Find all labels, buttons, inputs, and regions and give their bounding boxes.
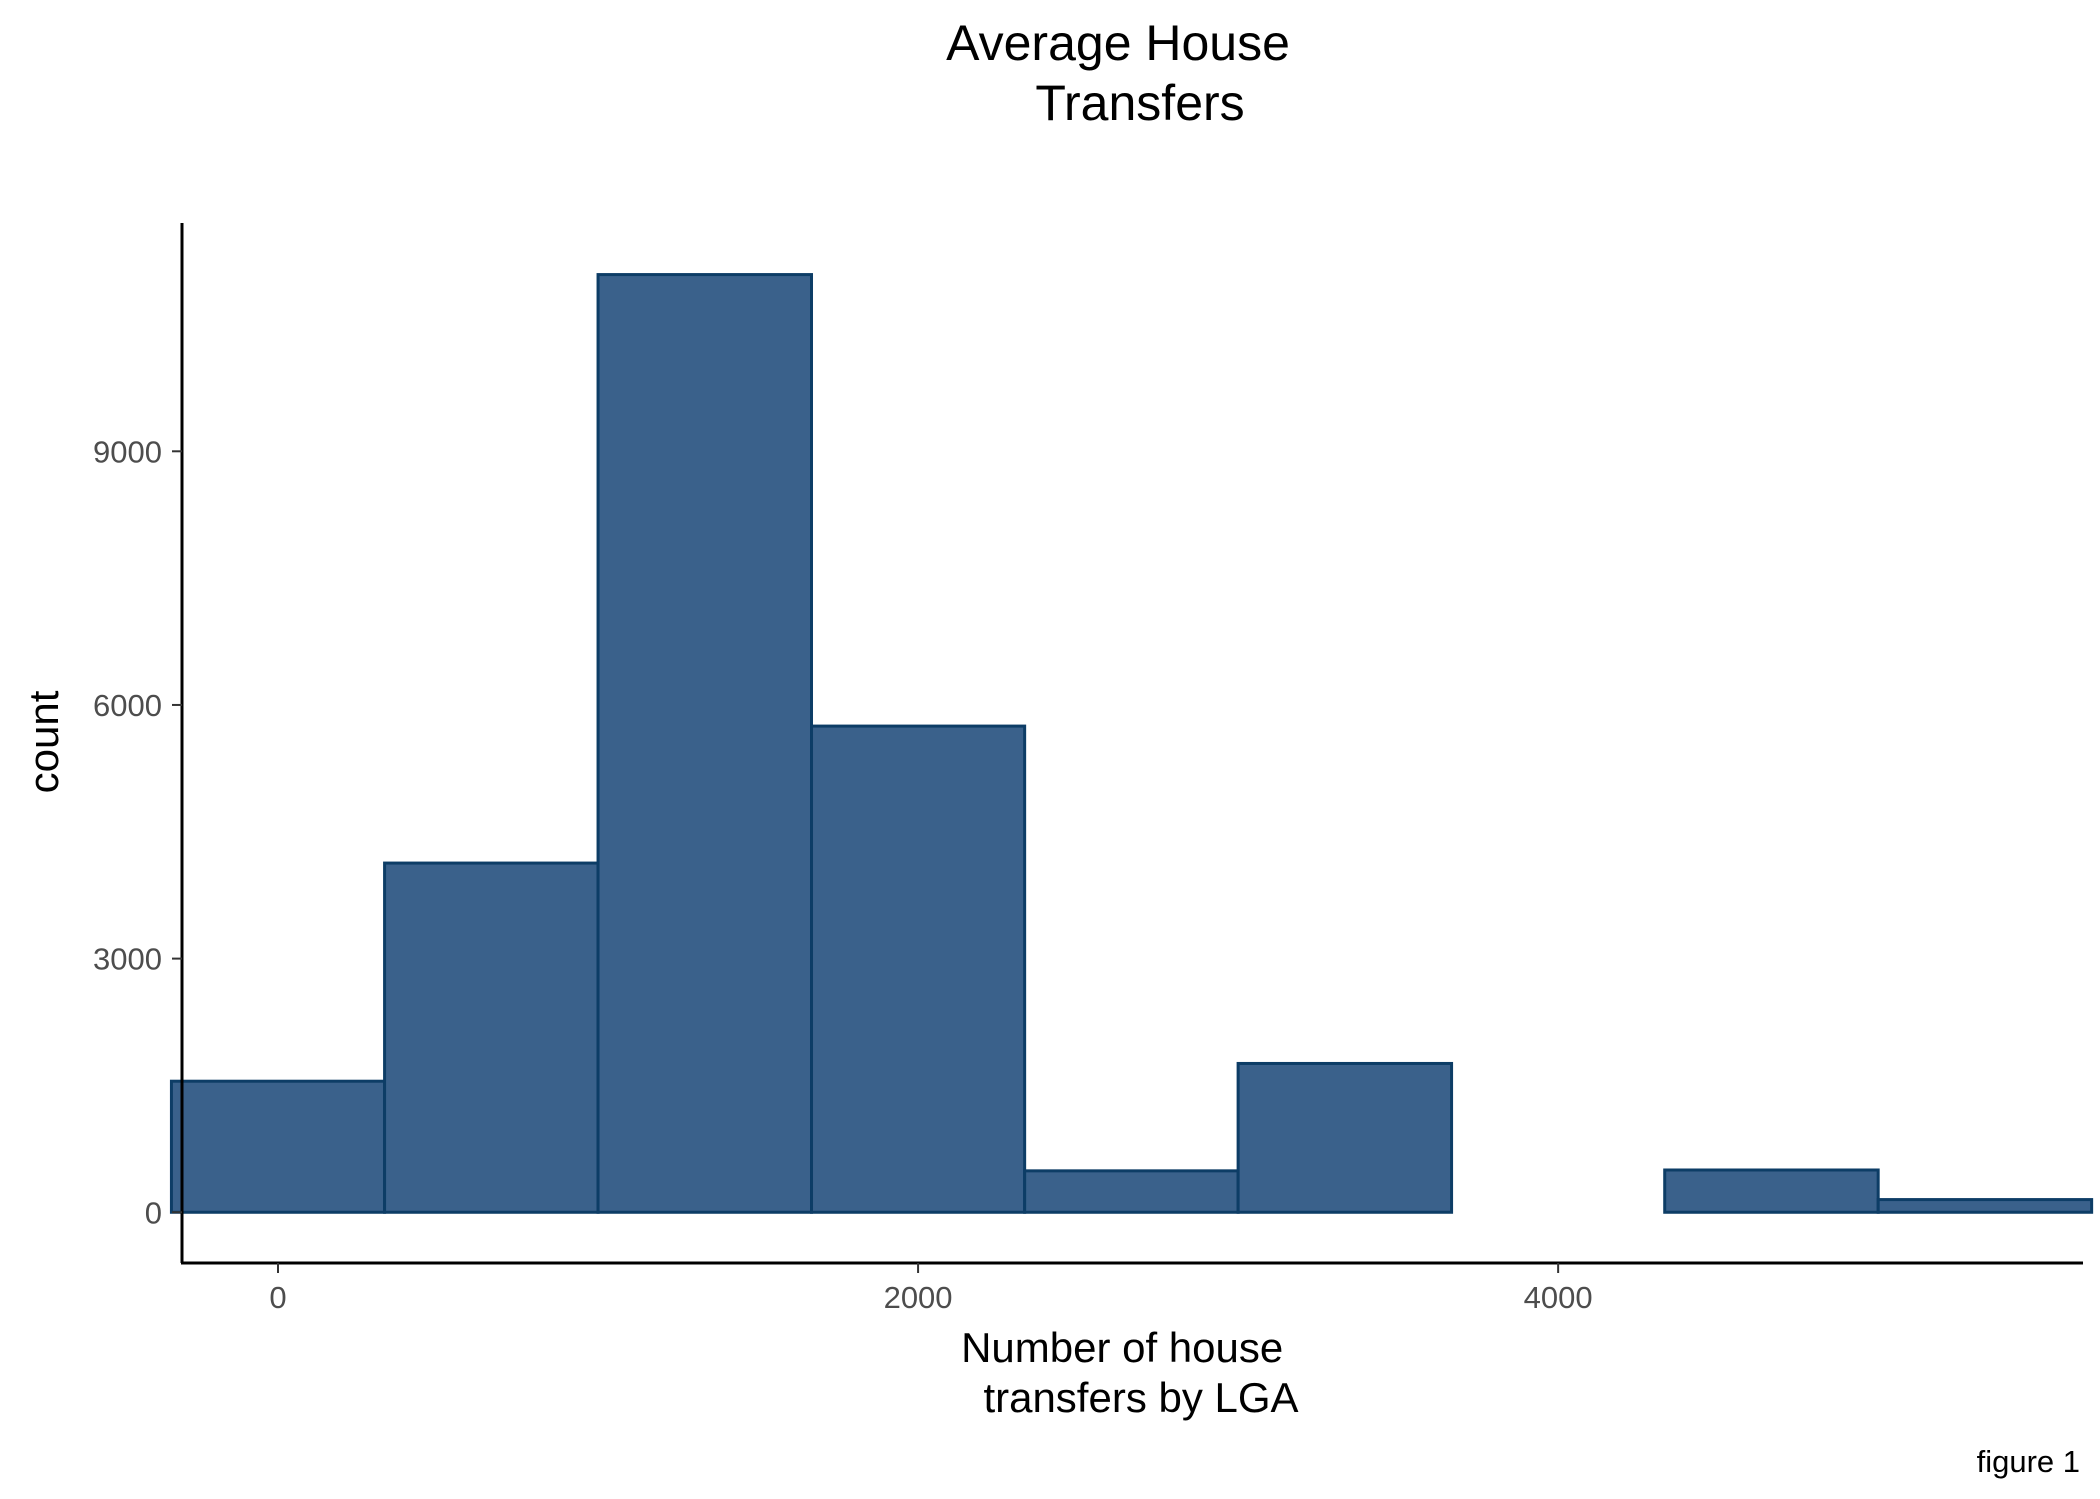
y-tick-label: 9000 <box>93 434 162 469</box>
histogram-bar-3 <box>596 273 814 1214</box>
histogram-bar-6 <box>1236 1061 1454 1214</box>
histogram-bar-8 <box>1663 1168 1880 1214</box>
chart-title: Average House Transfers <box>946 15 1304 131</box>
histogram-bars <box>169 273 2094 1214</box>
x-axis-title: Number of house transfers by LGA <box>961 1324 1298 1421</box>
histogram-bar-1 <box>169 1079 387 1214</box>
histogram-bar-5 <box>1023 1169 1240 1214</box>
histogram-bar-2 <box>383 861 600 1214</box>
histogram-bar-9 <box>1876 1198 2094 1214</box>
y-tick-label: 3000 <box>93 942 162 977</box>
x-axis-title-line-1: Number of house <box>961 1324 1283 1371</box>
x-tick-label: 4000 <box>1524 1280 1593 1315</box>
x-tick-label: 2000 <box>884 1280 953 1315</box>
y-tick-label: 6000 <box>93 688 162 723</box>
figure-caption: figure 1 <box>1977 1444 2080 1479</box>
histogram-bar-4 <box>810 724 1027 1214</box>
chart-title-line-1: Average House <box>946 15 1290 71</box>
x-axis-ticks: 0 2000 4000 <box>269 1263 1593 1315</box>
x-axis-title-line-2: transfers by LGA <box>983 1374 1298 1421</box>
chart-title-line-2: Transfers <box>1035 75 1244 131</box>
y-axis-ticks: 0 3000 6000 9000 <box>93 434 182 1230</box>
y-tick-label: 0 <box>145 1195 162 1230</box>
x-tick-label: 0 <box>269 1280 286 1315</box>
y-axis-title: count <box>20 690 67 793</box>
